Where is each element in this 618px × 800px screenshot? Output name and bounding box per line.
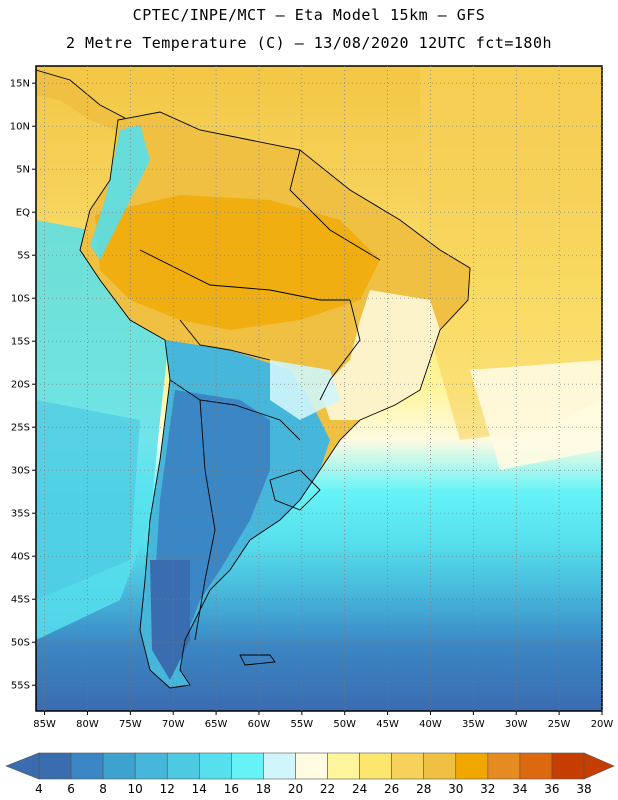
longitude-labels: 85W 80W 75W 70W 65W 60W 55W 50W 45W 40W 35W 30W 25W 2… — [33, 719, 613, 730]
colorbar-label: 14 — [192, 782, 207, 796]
lon-label: 85W — [33, 719, 56, 730]
colorbar-label: 38 — [576, 782, 591, 796]
lon-label: 60W — [248, 719, 271, 730]
lon-label: 30W — [505, 719, 528, 730]
latitude-labels: 15N 10N 5N EQ 5S 10S 15S 20S 25S 30S 35S 40S 45S 50S 5… — [10, 79, 30, 692]
colorbar-label: 28 — [416, 782, 431, 796]
colorbar-box — [70, 752, 104, 780]
lon-label: 20W — [591, 719, 614, 730]
colorbar-box — [487, 752, 521, 780]
colorbar-boxes — [38, 752, 585, 780]
lat-label: 5N — [16, 165, 30, 176]
colorbar-label: 6 — [67, 782, 75, 796]
colorbar-label: 10 — [128, 782, 143, 796]
lat-label: 55S — [11, 681, 30, 692]
colorbar-labels: 4 6 8 10 12 14 16 18 20 22 24 26 28 30 32 34 36 38 — [35, 782, 591, 796]
pacific-cooler-band — [36, 400, 140, 600]
lat-label: 10N — [10, 122, 30, 133]
lon-label: 65W — [205, 719, 228, 730]
lat-label: 40S — [11, 552, 30, 563]
lat-label: 30S — [11, 466, 30, 477]
colorbar-label: 20 — [288, 782, 303, 796]
lon-label: 35W — [462, 719, 485, 730]
lat-label: 25S — [11, 423, 30, 434]
colorbar-box — [327, 752, 360, 780]
colorbar-label: 16 — [224, 782, 239, 796]
east-brazil-pale — [320, 290, 440, 420]
colorbar-box — [359, 752, 392, 780]
lon-label: 80W — [76, 719, 99, 730]
colorbar-box — [102, 752, 136, 780]
lat-label: 20S — [11, 380, 30, 391]
lat-label: 5S — [17, 251, 30, 262]
lon-label: 70W — [162, 719, 185, 730]
colorbar-box — [391, 752, 425, 780]
colorbar-box — [263, 752, 296, 780]
gridlines — [32, 66, 603, 715]
colorbar-box — [166, 752, 200, 780]
lat-label: 15S — [11, 337, 30, 348]
central-pale-blue — [270, 360, 340, 420]
map-area — [36, 66, 602, 711]
map-frame — [35, 65, 603, 712]
colorbar: 4 6 8 10 12 14 16 18 20 22 24 26 28 30 32 34 36 38 — [5, 752, 615, 796]
andes-north-cool — [90, 125, 150, 260]
chart-subtitle: 2 Metre Temperature (C) – 13/08/2020 12U… — [65, 34, 553, 52]
colorbar-label: 12 — [160, 782, 175, 796]
colorbar-right-arrow — [583, 752, 615, 780]
colorbar-box — [38, 752, 72, 780]
lat-label: 15N — [10, 79, 30, 90]
chart-title: CPTEC/INPE/MCT – Eta Model 15km – GFS — [132, 6, 486, 24]
far-south-cold — [150, 560, 190, 680]
colorbar-box — [423, 752, 457, 780]
lon-label: 45W — [376, 719, 399, 730]
colorbar-label: 26 — [384, 782, 399, 796]
lon-label: 40W — [419, 719, 442, 730]
colorbar-label: 24 — [352, 782, 367, 796]
lat-label: 10S — [11, 294, 30, 305]
lat-label: 50S — [11, 638, 30, 649]
temperature-map: 15N 10N 5N EQ 5S 10S 15S 20S 25S 30S 35S 40S 45S 50S 5… — [10, 65, 613, 730]
atlantic-warm-band — [420, 66, 602, 440]
colorbar-box — [134, 752, 168, 780]
colorbar-box — [231, 752, 264, 780]
lat-label: 45S — [11, 595, 30, 606]
colorbar-label: 36 — [544, 782, 559, 796]
colorbar-box — [455, 752, 489, 780]
lat-label: 35S — [11, 509, 30, 520]
colorbar-label: 8 — [99, 782, 107, 796]
colorbar-box — [198, 752, 232, 780]
lon-label: 50W — [333, 719, 356, 730]
colorbar-label: 4 — [35, 782, 43, 796]
colorbar-box — [551, 752, 585, 780]
colorbar-label: 30 — [448, 782, 463, 796]
colorbar-label: 22 — [320, 782, 335, 796]
colorbar-label: 32 — [480, 782, 495, 796]
lon-label: 55W — [291, 719, 314, 730]
atlantic-pale-band — [470, 360, 602, 470]
colorbar-label: 18 — [256, 782, 271, 796]
colorbar-left-arrow — [5, 752, 40, 780]
colorbar-label: 34 — [512, 782, 527, 796]
colorbar-box — [519, 752, 553, 780]
lon-label: 25W — [548, 719, 571, 730]
lon-label: 75W — [119, 719, 142, 730]
lat-label: EQ — [16, 208, 30, 219]
central-america-land — [36, 70, 125, 130]
borders — [36, 69, 471, 689]
colorbar-box — [295, 752, 328, 780]
amazon-hot-region — [95, 195, 380, 330]
